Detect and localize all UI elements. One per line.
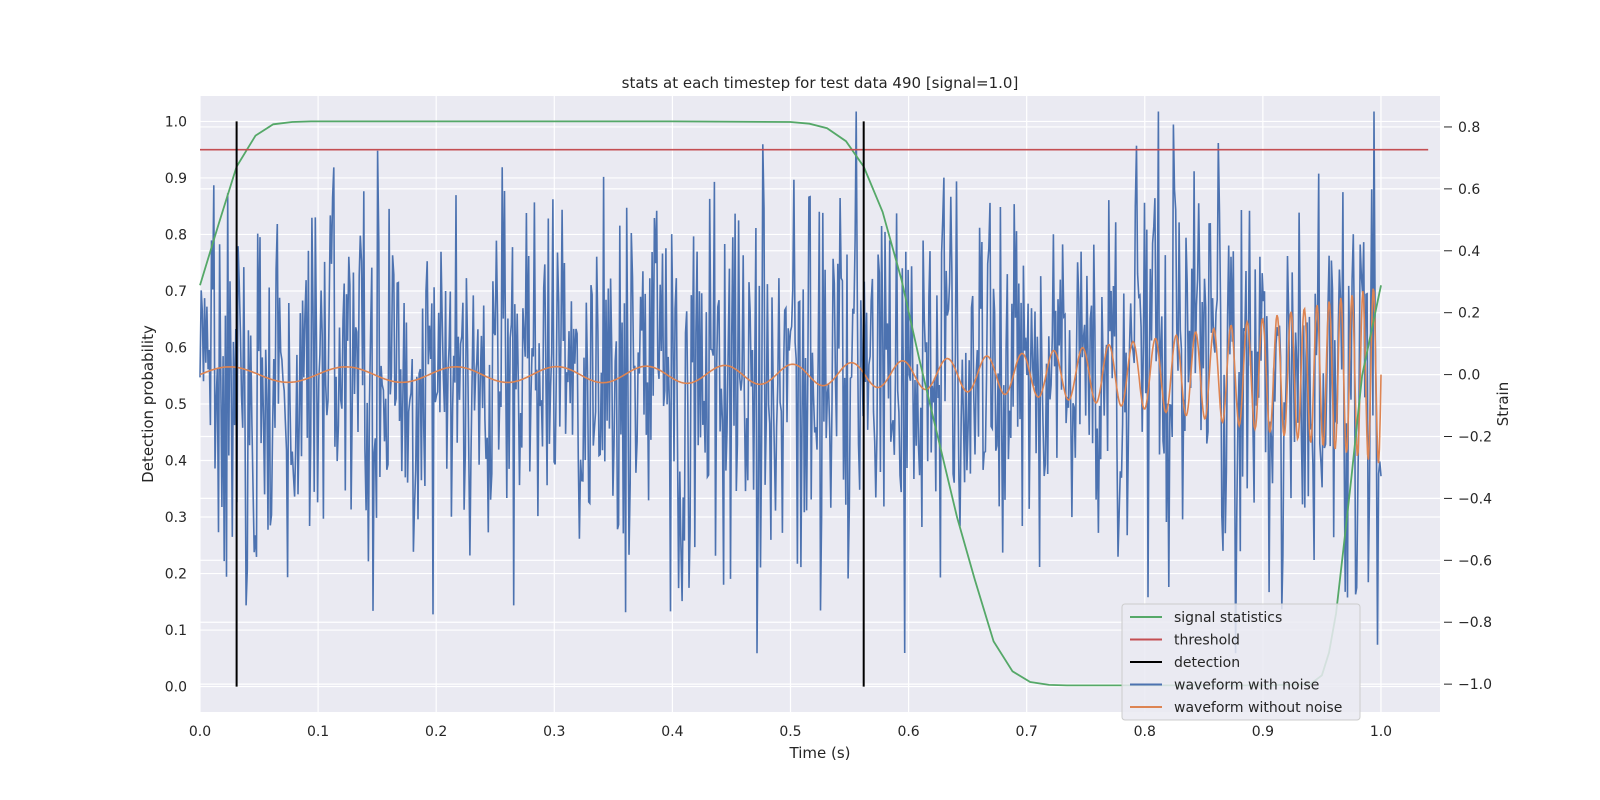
x-tick-label: 0.2 — [425, 724, 447, 740]
x-tick-label: 0.3 — [543, 724, 565, 740]
y-left-tick-label: 0.7 — [165, 284, 187, 300]
x-tick-label: 0.5 — [779, 724, 801, 740]
y-right-tick-label: −0.8 — [1458, 615, 1492, 631]
legend-label: waveform with noise — [1174, 678, 1319, 694]
y-right-tick-label: −0.2 — [1458, 430, 1492, 446]
x-tick-label: 0.1 — [307, 724, 329, 740]
y-left-tick-label: 0.0 — [165, 680, 187, 696]
x-tick-label: 0.9 — [1252, 724, 1274, 740]
y-right-tick-label: 0.4 — [1458, 244, 1480, 260]
y-left-tick-label: 1.0 — [165, 114, 187, 130]
right-axis: 0.8 0.6 0.4 0.2 0.0 −0.2 −0.4 −0.6 −0.8 −1.0 — [1444, 120, 1492, 693]
y-left-tick-label: 0.8 — [165, 227, 187, 243]
x-tick-label: 0.7 — [1016, 724, 1038, 740]
y-left-tick-label: 0.6 — [165, 340, 187, 356]
y-left-tick-label: 0.4 — [165, 454, 187, 470]
y-right-tick-label: 0.2 — [1458, 306, 1480, 322]
legend-label: waveform without noise — [1174, 700, 1342, 716]
y-right-tick-label: −1.0 — [1458, 677, 1492, 693]
bottom-axis: 0.0 0.1 0.2 0.3 0.4 0.5 0.6 0.7 0.8 0.9 1.0 — [189, 724, 1392, 740]
y-right-tick-label: −0.6 — [1458, 553, 1492, 569]
y-axis-left-label: Detection probability — [139, 325, 157, 483]
y-right-tick-label: 0.8 — [1458, 120, 1480, 136]
x-tick-label: 0.8 — [1134, 724, 1156, 740]
y-left-tick-label: 0.2 — [165, 567, 187, 583]
waveform-without-noise-line — [199, 288, 1382, 464]
legend-label: signal statistics — [1174, 610, 1282, 626]
y-left-tick-label: 0.9 — [165, 171, 187, 187]
y-axis-right-label: Strain — [1494, 382, 1512, 426]
x-tick-label: 0.6 — [897, 724, 919, 740]
x-tick-label: 0.0 — [189, 724, 211, 740]
y-left-tick-label: 0.5 — [165, 397, 187, 413]
y-left-tick-label: 0.3 — [165, 510, 187, 526]
y-right-tick-label: −0.4 — [1458, 491, 1492, 507]
legend-box — [1121, 603, 1361, 721]
x-tick-label: 1.0 — [1370, 724, 1392, 740]
legend-label: detection — [1174, 655, 1240, 671]
legend-label: threshold — [1174, 633, 1240, 649]
x-tick-label: 0.4 — [661, 724, 683, 740]
chart-title: stats at each timestep for test data 490… — [622, 74, 1019, 92]
left-axis: 0.0 0.1 0.2 0.3 0.4 0.5 0.6 0.7 0.8 0.9 1.0 — [165, 114, 187, 695]
x-axis-label: Time (s) — [789, 744, 851, 762]
y-left-tick-label: 0.1 — [165, 623, 187, 639]
y-right-tick-label: 0.0 — [1458, 368, 1480, 384]
legend: signal statistics threshold detection wavef… — [1121, 603, 1361, 721]
y-right-tick-label: 0.6 — [1458, 182, 1480, 198]
